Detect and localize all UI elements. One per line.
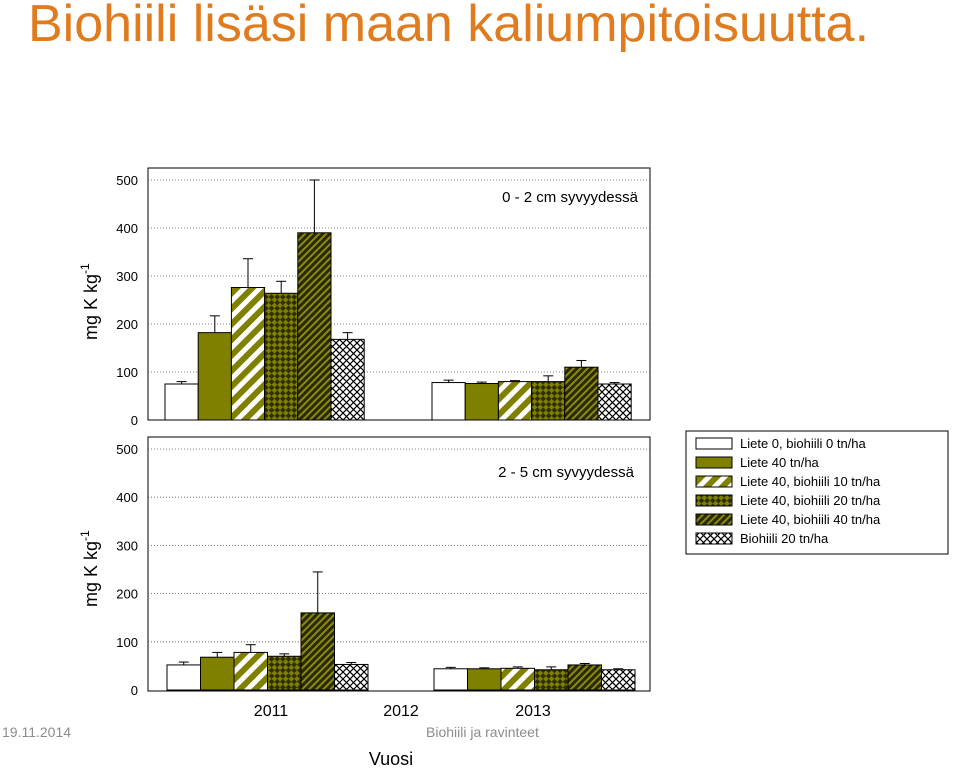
y-axis-label-top-text: mg K kg <box>81 274 101 340</box>
y-axis-label-top: mg K kg-1 <box>78 263 101 340</box>
y-tick-label: 400 <box>116 490 138 505</box>
y-tick-label: 0 <box>131 413 138 428</box>
y-tick-label: 500 <box>116 173 138 188</box>
bar <box>300 612 335 691</box>
bar <box>564 366 599 421</box>
legend-swatch <box>695 456 733 469</box>
x-tick-labels: 2011 2012 2013 <box>254 703 551 720</box>
x-tick-label: 2013 <box>515 703 551 720</box>
bar <box>164 383 199 421</box>
bar <box>433 668 468 691</box>
bar <box>230 287 266 421</box>
panel-label-bottom: 2 - 5 cm syvyydessä <box>498 464 635 481</box>
y-tick-label: 100 <box>116 365 138 380</box>
bar <box>467 668 502 691</box>
y-tick-label: 400 <box>116 221 138 236</box>
bar <box>267 655 302 691</box>
bar <box>534 669 569 691</box>
panel-label-top: 0 - 2 cm syvyydessä <box>502 189 639 206</box>
x-tick-label: 2011 <box>254 703 289 720</box>
y-tick-label: 300 <box>116 538 138 553</box>
legend-swatch <box>695 437 733 450</box>
legend-swatch <box>695 475 733 488</box>
legend-label: Liete 40, biohiili 20 tn/ha <box>740 493 881 508</box>
legend: Liete 0, biohiili 0 tn/ha Liete 40 tn/ha L… <box>685 430 949 555</box>
y-tick-label: 100 <box>116 635 138 650</box>
legend-swatch <box>695 494 733 507</box>
bar <box>497 381 533 421</box>
x-tick-label: 2012 <box>383 703 419 720</box>
footer-date: 19.11.2014 <box>2 724 72 740</box>
bar <box>297 232 332 421</box>
slide-title: Biohiili lisäsi maan kaliumpitoisuutta. <box>28 0 870 53</box>
y-axis-label-bottom-sup: -1 <box>78 530 92 541</box>
panel-2-5cm: 2 - 5 cm syvyydessä 0 100 200 300 400 500 <box>116 436 651 698</box>
y-tick-label: 0 <box>131 683 138 698</box>
legend-swatch <box>695 532 733 545</box>
footer-center: Biohiili ja ravinteet <box>426 724 539 740</box>
legend-label: Liete 0, biohiili 0 tn/ha <box>740 436 867 451</box>
y-tick-label: 200 <box>116 587 138 602</box>
bar <box>431 382 466 421</box>
bar <box>330 338 365 421</box>
bar <box>264 292 299 421</box>
legend-label: Biohiili 20 tn/ha <box>740 531 829 546</box>
bar <box>197 332 232 421</box>
x-axis-label: Vuosi <box>369 749 413 768</box>
legend-swatch <box>695 513 733 526</box>
bar <box>233 651 268 691</box>
y-axis-label-bottom: mg K kg-1 <box>78 530 101 607</box>
bar <box>597 383 632 421</box>
legend-label: Liete 40, biohiili 40 tn/ha <box>740 512 881 527</box>
panel-0-2cm: 0 - 2 cm syvyydessä 0 100 200 300 400 500 <box>116 167 651 428</box>
y-tick-label: 300 <box>116 269 138 284</box>
bar <box>200 656 235 691</box>
bar <box>334 663 369 691</box>
y-tick-label: 200 <box>116 317 138 332</box>
bar <box>531 381 566 421</box>
bar <box>567 664 602 691</box>
legend-label: Liete 40, biohiili 10 tn/ha <box>740 474 881 489</box>
legend-label: Liete 40 tn/ha <box>740 455 820 470</box>
y-tick-label: 500 <box>116 442 138 457</box>
bar <box>500 667 535 691</box>
bar <box>601 669 636 691</box>
bar <box>464 383 499 421</box>
bar <box>166 664 201 691</box>
y-axis-label-bottom-text: mg K kg <box>81 541 101 607</box>
y-axis-label-top-sup: -1 <box>78 263 92 274</box>
